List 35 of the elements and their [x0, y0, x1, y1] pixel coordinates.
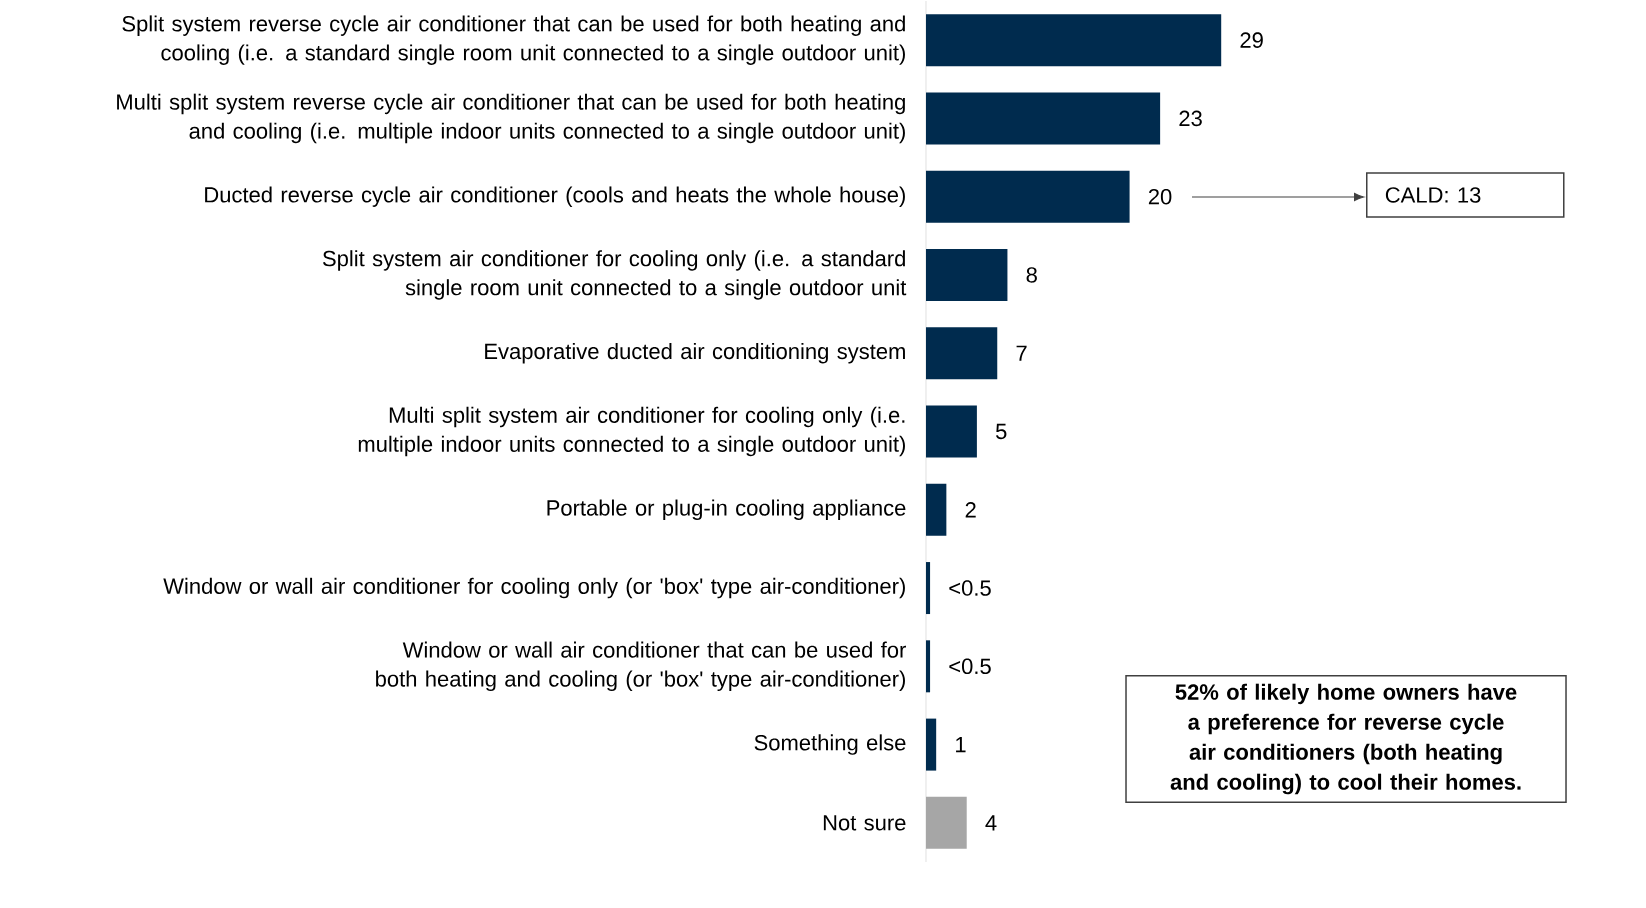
data-label: 20 — [1148, 188, 1172, 205]
text: CALD: 13 — [1385, 187, 1481, 203]
bar — [926, 170, 1130, 223]
data-label: 2 — [965, 502, 976, 518]
data-label: 5 — [995, 423, 1007, 440]
y-tick-label: Ducted reverse cycle air conditioner (cools and heats the whole house) — [205, 186, 905, 207]
y-tick-label: Split system air conditioner for cooling only (i.e. a standard single room unit connected to a single outdoor unit — [322, 250, 907, 300]
data-label: 1 — [956, 737, 966, 753]
y-tick-label: Portable or plug-in cooling appliance — [547, 499, 906, 521]
y-tick-label: Window or wall air conditioner that can be used for both heating and cooling (or 'box' type air-conditioner) — [376, 641, 906, 692]
bar — [926, 405, 977, 458]
bar — [926, 483, 947, 536]
data-label: 29 — [1240, 32, 1263, 48]
data-label: 23 — [1179, 110, 1202, 127]
bar — [926, 248, 1008, 301]
bar — [926, 92, 1161, 145]
y-tick-label: Evaporative ducted air conditioning system — [485, 342, 905, 364]
data-label: 4 — [985, 815, 997, 831]
data-label: 8 — [1026, 267, 1037, 283]
data-label: <0.5 — [949, 580, 991, 596]
bar — [926, 14, 1222, 67]
data-label: <0.5 — [949, 658, 991, 675]
y-tick-label: Multi split system air conditioner for cooling only (i.e. multiple indoor units connected to a single outdoor unit) — [358, 406, 905, 457]
bar — [926, 718, 937, 771]
annotation: 52% of likely home owners have a preference for reverse cycle air conditioners (both heating and cooling) to cool their homes. — [1170, 683, 1521, 795]
bar — [926, 562, 931, 615]
y-tick-label: Split system reverse cycle air conditioner that can be used for both heating and cooling (i.e. a standard single room unit connected to a single outdoor unit) — [122, 15, 905, 65]
bar — [926, 327, 998, 380]
y-tick-label: Multi split system reverse cycle air conditioner that can be used for both heating and cooling (i.e. multiple indoor units connected to a single outdoor unit) — [117, 93, 905, 144]
y-tick-label: Window or wall air conditioner for cooling only (or 'box' type air-conditioner) — [163, 577, 905, 599]
y-tick-label: Something else — [754, 734, 906, 755]
bar — [926, 796, 967, 849]
y-tick-label: Not sure — [823, 815, 906, 831]
bar — [926, 640, 931, 693]
data-label: 7 — [1016, 345, 1027, 361]
